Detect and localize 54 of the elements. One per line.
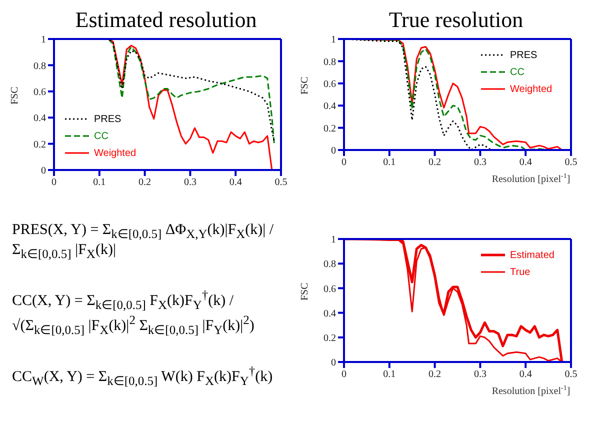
y-tick-label: 0 [331,146,336,157]
x-tick-label: 0.5 [564,369,578,380]
y-tick-label: 1 [331,234,336,246]
x-tick-label: 0 [342,369,346,380]
y-tick-label: 0.8 [324,56,336,68]
chart-title: True resolution [388,7,524,32]
x-tick-label: 0.4 [229,177,242,188]
x-tick-label: 0.3 [474,369,486,380]
y-tick-label: 0 [41,166,46,177]
legend-label: PRES [510,50,538,60]
text: CC(X, Y) = Σ$_{k∈[0,0.5]}$ F$_{X}$(k)F$_{Y}$$^{†}$(k) / √(Σ$_{k∈[0,0.5]}$ |F$_{X}$(k)|$^{2}$ Σ$_{k∈[0,0.5]}$ |F$_{Y}$(k)|$^{2}$) [12,288,254,337]
text: CC$_{W}$(X, Y) = Σ$_{k∈[0,0.5]}$ W(k) F$_{X}$(k)F$_{Y}$$^{†}$(k) [12,364,273,388]
y-tick-label: 0 [331,358,336,369]
y-tick-label: 0.2 [324,332,336,344]
x-tick-label: 0.3 [474,157,486,168]
y-tick-label: 0.2 [324,123,336,134]
x-tick-label: 0.1 [93,177,106,188]
y-tick-label: 0.4 [324,101,336,112]
y-tick-label: 1 [331,34,336,46]
x-tick-label: 0.2 [138,177,152,188]
x-tick-label: 0.5 [564,157,578,168]
y-axis-title: FSC [300,282,311,300]
legend-label: Weighted [94,148,136,158]
y-tick-label: 0.4 [324,308,336,320]
y-tick-label: 0.2 [34,139,46,150]
legend-label: PRES [94,114,122,124]
x-tick-label: 0.1 [383,369,396,380]
legend-label: CC [510,66,524,78]
x-tick-label: 0.4 [519,369,532,380]
legend-label: CC [94,130,108,142]
x-tick-label: 0.1 [383,157,396,168]
y-tick-label: 0.8 [324,259,336,270]
x-tick-label: 0 [52,177,56,188]
legend-label: Estimated [510,250,554,260]
y-tick-label: 0.6 [324,284,336,295]
text: PRES(X, Y) = Σ$_{k∈[0,0.5]}$ ΔΦ$_{X,Y}$(k)|F$_{X}$(k)| / Σ$_{k∈[0,0.5]}$ |F$_{X}$(k)| [12,222,274,261]
legend-label: Weighted [510,84,552,94]
x-axis-title: Resolution [pixel$^{-1}$] [492,172,570,185]
x-tick-label: 0 [342,157,346,168]
x-tick-label: 0.3 [184,177,196,188]
x-tick-label: 0.2 [428,369,442,380]
chart-title: Estimated resolution [74,7,258,32]
y-tick-label: 0.6 [34,86,46,98]
y-tick-label: 1 [41,34,46,46]
x-tick-label: 0.2 [428,157,442,168]
y-tick-label: 0.6 [324,78,336,90]
y-axis-title: FSC [10,86,21,104]
x-axis-title: Resolution [pixel$^{-1}$] [492,384,570,397]
y-axis-title: FSC [300,76,311,94]
x-tick-label: 0.5 [274,177,288,188]
y-tick-label: 0.8 [34,60,46,72]
x-tick-label: 0.4 [519,157,532,168]
y-tick-label: 0.4 [34,113,46,124]
legend-label: True [510,266,530,278]
